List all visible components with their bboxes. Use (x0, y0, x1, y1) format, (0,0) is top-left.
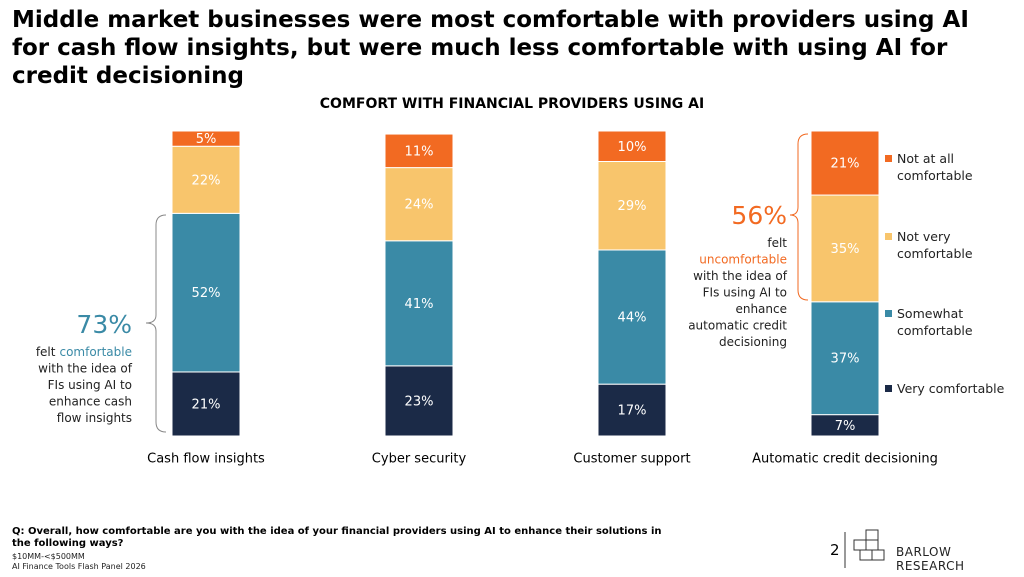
value-label: 10% (618, 140, 647, 155)
x-tick-label: Cash flow insights (147, 452, 265, 467)
annotation-word: uncomfortable (699, 252, 787, 266)
value-label: 24% (405, 198, 434, 213)
x-tick-label: Cyber security (372, 452, 467, 467)
legend-swatch (885, 310, 892, 317)
value-label: 37% (831, 352, 860, 367)
value-label: 5% (196, 132, 217, 147)
annotation-word: enhance cash (49, 394, 132, 408)
annotation-word: comfortable (59, 345, 132, 359)
value-label: 21% (831, 157, 860, 172)
annotation-word: automatic credit (688, 318, 787, 332)
annotation-text: enhance cash (49, 394, 132, 408)
value-label: 21% (192, 397, 221, 412)
value-label: 11% (405, 144, 434, 159)
legend-entry: Somewhat comfortable (885, 305, 1007, 339)
annotation-word: enhance (735, 302, 787, 316)
segment-note: $10MM-<$500MM (12, 552, 85, 561)
value-label: 52% (192, 286, 221, 301)
legend-label: Not at all comfortable (897, 151, 973, 183)
value-label: 7% (835, 419, 856, 434)
page-number: 2 (830, 541, 840, 559)
annotation-word: felt (767, 236, 787, 250)
legend-label: Somewhat comfortable (897, 306, 973, 338)
bar-segment (597, 161, 667, 251)
annotation-value: 56% (731, 201, 787, 230)
value-label: 17% (618, 404, 647, 419)
source-note: AI Finance Tools Flash Panel 2026 (12, 562, 146, 571)
annotation-value: 73% (76, 310, 132, 339)
bar-segment (597, 383, 667, 437)
x-tick-label: Customer support (573, 452, 690, 467)
bar-segment (384, 167, 454, 242)
annotation-text: automatic credit (688, 318, 787, 332)
bar-segment (384, 365, 454, 437)
annotation-word: FIs using AI to (48, 378, 132, 392)
bar-segment (384, 240, 454, 367)
legend-label: Not very comfortable (897, 229, 973, 261)
bar-segment (597, 130, 667, 162)
annotation-word: felt (36, 345, 56, 359)
brace (145, 214, 167, 433)
legend-entry: Not very comfortable (885, 228, 1007, 262)
brace (789, 133, 809, 301)
annotation-text: enhance (735, 302, 787, 316)
annotation-word: flow insights (57, 411, 132, 425)
x-tick-label: Automatic credit decisioning (752, 452, 938, 467)
annotation-text: flow insights (57, 411, 132, 425)
annotation-text: uncomfortable (699, 252, 787, 266)
legend-entry: Not at all comfortable (885, 150, 1007, 184)
legend-swatch (885, 155, 892, 162)
value-label: 29% (618, 199, 647, 214)
bar-segment (384, 133, 454, 169)
annotation-text: felt (767, 236, 787, 250)
legend-swatch (885, 233, 892, 240)
annotation-word: decisioning (719, 335, 787, 349)
annotation-text: decisioning (719, 335, 787, 349)
bar-segment (810, 194, 880, 303)
question: Q: Overall, how comfortable are you with… (12, 526, 662, 549)
value-label: 23% (405, 394, 434, 409)
annotation-word: with the idea of (693, 269, 788, 283)
slide-title: Middle market businesses were most comfo… (12, 7, 969, 89)
value-label: 35% (831, 242, 860, 257)
legend-entry: Very comfortable (885, 380, 1007, 397)
bar-segment (171, 145, 241, 214)
bar-segment (171, 212, 241, 373)
chart-title: COMFORT WITH FINANCIAL PROVIDERS USING A… (320, 96, 704, 112)
annotation-word: FIs using AI to (703, 285, 787, 299)
value-label: 44% (618, 311, 647, 326)
bar-segment (810, 130, 880, 196)
annotation-text: felt comfortable (36, 345, 132, 359)
bar-segment (810, 301, 880, 416)
annotation-text: FIs using AI to (703, 285, 787, 299)
bar-segment (597, 249, 667, 385)
bar-segment (171, 130, 241, 147)
annotation-text: with the idea of (693, 269, 788, 283)
value-label: 22% (192, 173, 221, 188)
annotation-text: with the idea of (38, 361, 133, 375)
annotation-word: with the idea of (38, 361, 133, 375)
annotation-text: FIs using AI to (48, 378, 132, 392)
legend-swatch (885, 385, 892, 392)
logo (853, 529, 885, 561)
brand: BARLOW RESEARCH (896, 545, 965, 573)
value-label: 41% (405, 297, 434, 312)
legend-label: Very comfortable (897, 381, 1005, 396)
